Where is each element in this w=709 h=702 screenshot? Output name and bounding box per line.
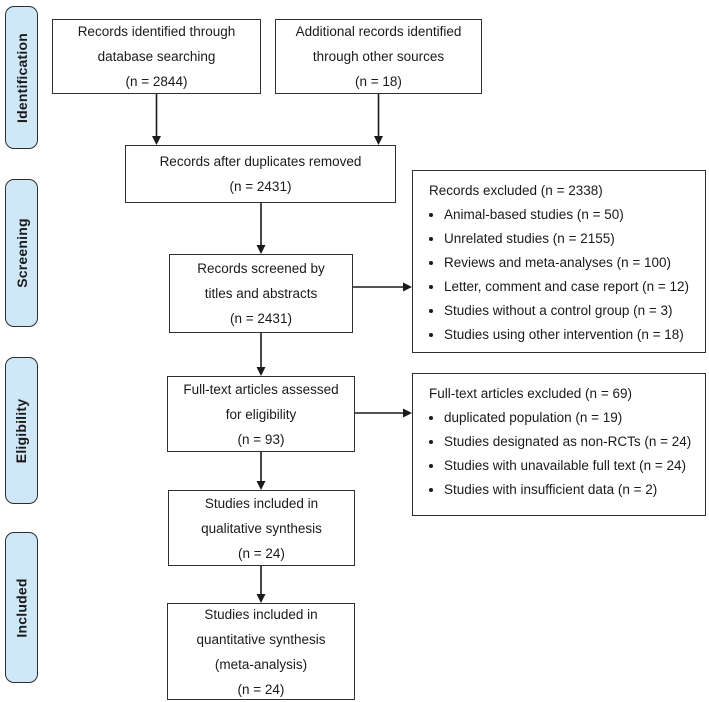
excluded-reason: Animal-based studies (n = 50): [444, 203, 699, 227]
stage-label-included: Included: [5, 532, 38, 683]
excluded-reason: Studies without a control group (n = 3): [444, 299, 699, 323]
excluded-title: Records excluded (n = 2338): [429, 183, 603, 198]
excluded-reason: Studies designated as non-RCTs (n = 24): [444, 430, 699, 454]
box-fulltext-assessed: Full-text articles assessed for eligibil…: [167, 376, 355, 452]
stage-label-text: Eligibility: [13, 398, 30, 463]
box-records-identified-database: Records identified through database sear…: [52, 19, 261, 94]
box-records-after-duplicates-removed: Records after duplicates removed (n = 24…: [125, 145, 396, 203]
box-qualitative-synthesis: Studies included in qualitative synthesi…: [168, 490, 355, 566]
stage-label-eligibility: Eligibility: [5, 357, 38, 504]
excluded-reason: Unrelated studies (n = 2155): [444, 227, 699, 251]
excluded-reason: Studies using other intervention (n = 18…: [444, 323, 699, 347]
box-text: Studies included in qualitative synthesi…: [201, 495, 322, 561]
box-quantitative-synthesis: Studies included in quantitative synthes…: [167, 603, 355, 700]
box-text: Full-text articles assessed for eligibil…: [183, 381, 339, 447]
box-text: Records screened by titles and abstracts…: [197, 261, 325, 326]
excluded-reason: Reviews and meta-analyses (n = 100): [444, 251, 699, 275]
stage-label-text: Identification: [13, 32, 30, 123]
box-text: Studies included in quantitative synthes…: [196, 606, 326, 697]
box-fulltext-excluded: Full-text articles excluded (n = 69) dup…: [412, 373, 706, 516]
excluded-reason: Studies with unavailable full text (n = …: [444, 454, 699, 478]
excluded-reason: Letter, comment and case report (n = 12): [444, 275, 699, 299]
excluded-title: Full-text articles excluded (n = 69): [429, 386, 632, 401]
box-text: Records identified through database sear…: [77, 24, 236, 89]
box-text: Additional records identified through ot…: [295, 24, 462, 89]
stage-label-screening: Screening: [5, 179, 38, 327]
box-records-excluded: Records excluded (n = 2338) Animal-based…: [412, 170, 706, 353]
stage-label-identification: Identification: [5, 6, 38, 149]
box-records-screened: Records screened by titles and abstracts…: [169, 254, 353, 333]
excluded-reason-list: duplicated population (n = 19) Studies d…: [429, 406, 699, 502]
excluded-reason-list: Animal-based studies (n = 50) Unrelated …: [429, 203, 699, 347]
stage-label-text: Included: [13, 577, 30, 638]
box-text: Records after duplicates removed (n = 24…: [159, 154, 362, 194]
excluded-reason: Studies with insufficient data (n = 2): [444, 478, 699, 502]
stage-label-text: Screening: [13, 218, 30, 288]
excluded-reason: duplicated population (n = 19): [444, 406, 699, 430]
box-additional-records-other-sources: Additional records identified through ot…: [275, 19, 482, 94]
